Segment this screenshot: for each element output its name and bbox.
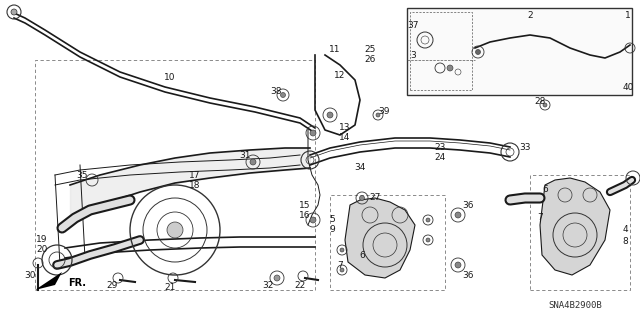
Bar xyxy=(35,60,315,290)
Circle shape xyxy=(426,218,430,222)
Text: 36: 36 xyxy=(462,271,474,279)
Text: 1: 1 xyxy=(625,11,631,19)
Text: 19: 19 xyxy=(36,235,48,244)
Text: 18: 18 xyxy=(189,181,201,189)
Bar xyxy=(530,175,630,290)
Circle shape xyxy=(376,113,380,117)
Polygon shape xyxy=(35,272,62,290)
Text: 22: 22 xyxy=(294,281,306,291)
Text: 30: 30 xyxy=(24,271,36,279)
Circle shape xyxy=(447,65,453,71)
Circle shape xyxy=(360,196,365,201)
Text: 29: 29 xyxy=(106,280,118,290)
Text: 6: 6 xyxy=(542,186,548,195)
Circle shape xyxy=(455,212,461,218)
Text: 27: 27 xyxy=(369,194,381,203)
Circle shape xyxy=(310,217,316,223)
Circle shape xyxy=(167,222,183,238)
Text: 28: 28 xyxy=(534,98,546,107)
Text: 35: 35 xyxy=(76,170,88,180)
Text: 38: 38 xyxy=(270,87,282,97)
Text: 37: 37 xyxy=(407,20,419,29)
Text: 34: 34 xyxy=(355,164,365,173)
Circle shape xyxy=(426,238,430,242)
Text: 6: 6 xyxy=(359,250,365,259)
Circle shape xyxy=(340,268,344,272)
Text: 15: 15 xyxy=(300,201,311,210)
Polygon shape xyxy=(345,198,415,278)
Circle shape xyxy=(327,112,333,118)
Polygon shape xyxy=(540,178,610,275)
Text: 23: 23 xyxy=(435,144,445,152)
Text: 9: 9 xyxy=(329,226,335,234)
Text: 2: 2 xyxy=(527,11,533,19)
Text: 21: 21 xyxy=(164,283,176,292)
Text: 40: 40 xyxy=(622,84,634,93)
Bar xyxy=(407,8,632,95)
Circle shape xyxy=(280,93,285,98)
Circle shape xyxy=(250,159,256,165)
Circle shape xyxy=(340,248,344,252)
Text: 12: 12 xyxy=(334,70,346,79)
Text: 20: 20 xyxy=(36,246,48,255)
Text: 32: 32 xyxy=(262,280,274,290)
Text: 16: 16 xyxy=(300,211,311,219)
Circle shape xyxy=(310,130,316,136)
Text: 10: 10 xyxy=(164,73,176,83)
Circle shape xyxy=(274,275,280,281)
Text: 17: 17 xyxy=(189,170,201,180)
Circle shape xyxy=(455,262,461,268)
Text: 4: 4 xyxy=(622,226,628,234)
Text: FR.: FR. xyxy=(68,278,86,288)
Text: SNA4B2900B: SNA4B2900B xyxy=(548,300,602,309)
Bar xyxy=(330,195,445,290)
Text: 8: 8 xyxy=(622,238,628,247)
Text: 3: 3 xyxy=(410,50,416,60)
Text: 5: 5 xyxy=(329,216,335,225)
Text: 7: 7 xyxy=(537,213,543,222)
Text: 7: 7 xyxy=(337,261,343,270)
Text: 31: 31 xyxy=(239,151,251,160)
Text: 26: 26 xyxy=(364,56,376,64)
Text: 24: 24 xyxy=(435,153,445,162)
Circle shape xyxy=(543,103,547,107)
Circle shape xyxy=(11,9,17,15)
Circle shape xyxy=(476,49,481,55)
Text: 33: 33 xyxy=(519,144,531,152)
Text: 39: 39 xyxy=(378,108,390,116)
Text: 36: 36 xyxy=(462,201,474,210)
Bar xyxy=(410,12,472,90)
Text: 25: 25 xyxy=(364,46,376,55)
Text: 11: 11 xyxy=(329,46,340,55)
Text: 14: 14 xyxy=(339,133,351,143)
Text: 13: 13 xyxy=(339,123,351,132)
